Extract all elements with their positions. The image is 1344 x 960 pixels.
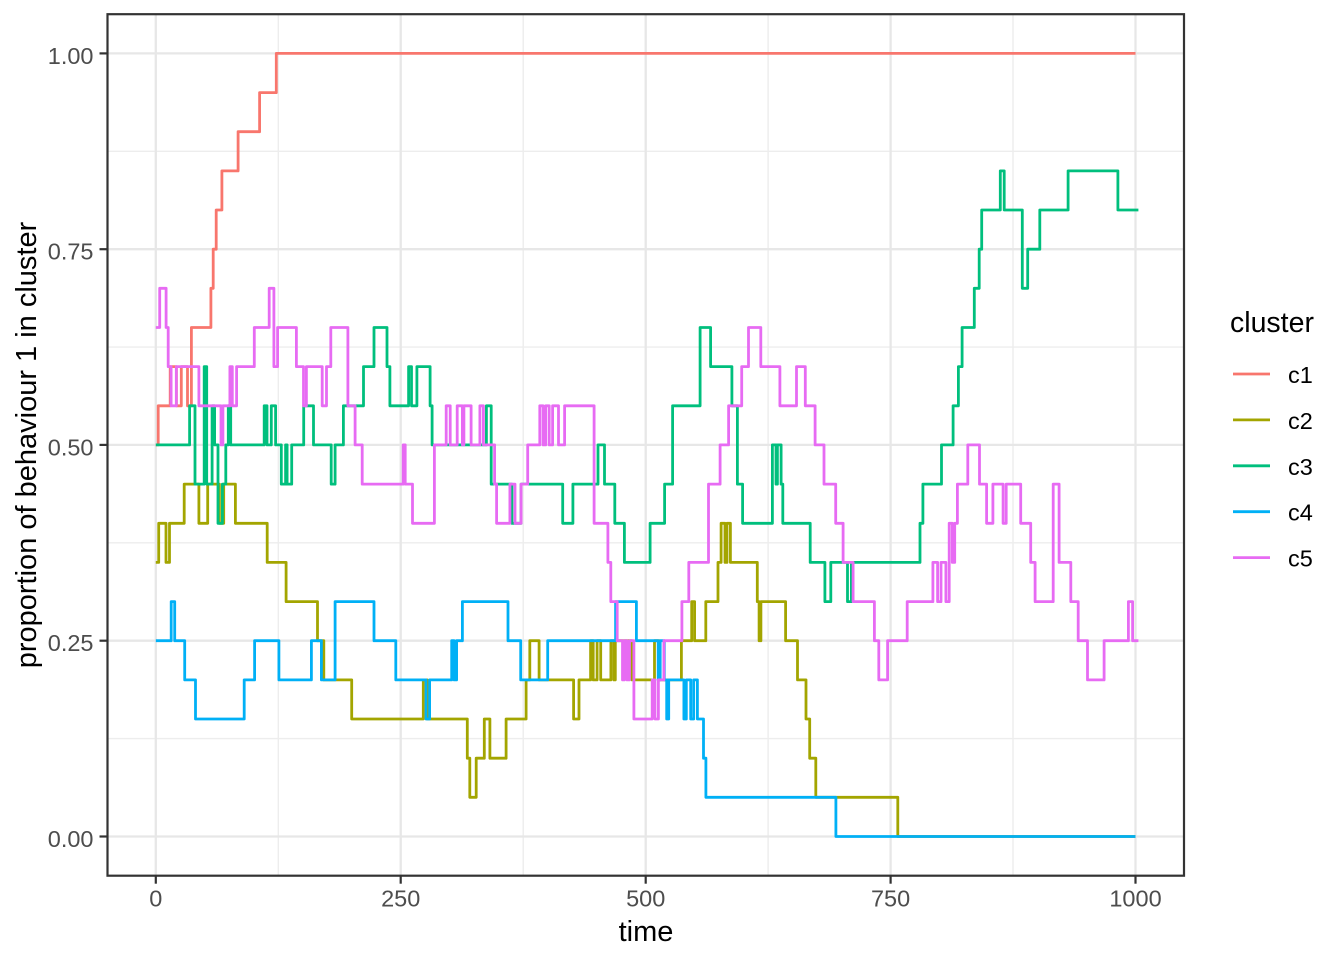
svg-text:c3: c3 (1288, 454, 1313, 480)
svg-text:time: time (619, 916, 674, 948)
svg-text:c4: c4 (1288, 500, 1313, 526)
svg-text:proportion of behaviour 1 in c: proportion of behaviour 1 in cluster (11, 221, 43, 668)
svg-text:0.50: 0.50 (48, 434, 94, 460)
svg-text:0.25: 0.25 (48, 630, 94, 656)
svg-text:0: 0 (149, 886, 162, 912)
svg-text:cluster: cluster (1230, 307, 1314, 339)
svg-text:500: 500 (626, 886, 665, 912)
svg-text:1000: 1000 (1109, 886, 1161, 912)
svg-text:250: 250 (381, 886, 420, 912)
svg-text:c2: c2 (1288, 408, 1313, 434)
svg-text:0.75: 0.75 (48, 239, 94, 265)
svg-text:1.00: 1.00 (48, 43, 94, 69)
svg-text:c1: c1 (1288, 362, 1313, 388)
svg-text:0.00: 0.00 (48, 826, 94, 852)
svg-text:c5: c5 (1288, 546, 1313, 572)
svg-text:750: 750 (871, 886, 910, 912)
